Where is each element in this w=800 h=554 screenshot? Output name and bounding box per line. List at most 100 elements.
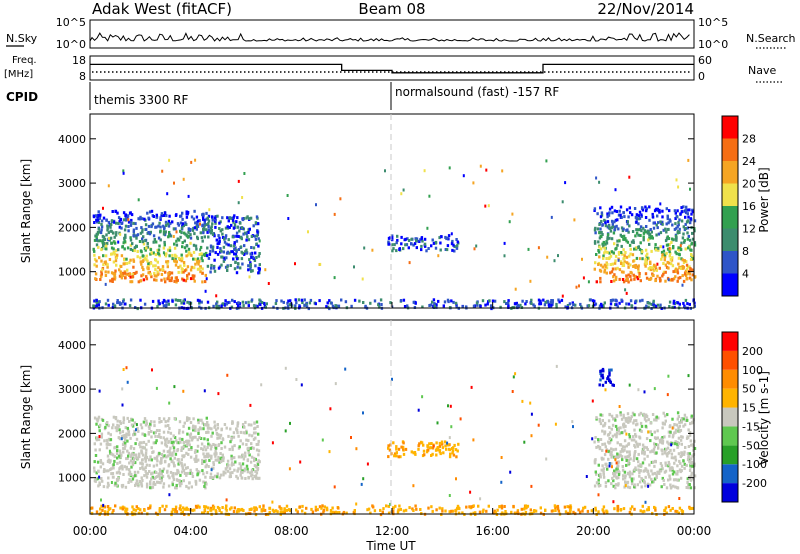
heatmap-cell [601, 413, 604, 417]
heatmap-cell [162, 455, 165, 459]
heatmap-cell [251, 468, 255, 472]
heatmap-cell [99, 213, 102, 217]
heatmap-cell [616, 243, 619, 247]
heatmap-cell [253, 456, 256, 460]
heatmap-cell [608, 211, 611, 215]
heatmap-cell [598, 446, 602, 450]
heatmap-cell [650, 433, 654, 437]
heatmap-cell [164, 254, 168, 258]
heatmap-cell [174, 257, 177, 261]
heatmap-cell [130, 511, 134, 515]
heatmap-cell [137, 280, 140, 284]
heatmap-cell [607, 257, 611, 261]
heatmap-cell [184, 466, 188, 470]
heatmap-cell [256, 425, 259, 428]
heatmap-cell [608, 425, 611, 429]
heatmap-cell [607, 440, 610, 444]
heatmap-cell [202, 448, 205, 452]
heatmap-cell [122, 450, 125, 454]
heatmap-cell [631, 505, 634, 509]
heatmap-cell [100, 225, 104, 229]
heatmap-cell [104, 247, 107, 251]
heatmap-cell [181, 211, 184, 215]
heatmap-cell [295, 378, 298, 381]
heatmap-cell [97, 239, 100, 243]
heatmap-cell [619, 213, 622, 217]
heatmap-cell [651, 236, 654, 240]
heatmap-cell [172, 461, 175, 465]
heatmap-cell [651, 215, 655, 219]
heatmap-cell [218, 239, 221, 243]
heatmap-cell [602, 475, 606, 479]
heatmap-cell [605, 257, 608, 260]
heatmap-cell [387, 446, 390, 450]
heatmap-cell [154, 264, 157, 268]
heatmap-cell [192, 257, 195, 261]
heatmap-cell [654, 460, 657, 464]
heatmap-cell [212, 266, 216, 270]
heatmap-cell [686, 481, 689, 484]
heatmap-cell [203, 224, 206, 228]
heatmap-cell [115, 221, 118, 225]
heatmap-cell [593, 209, 596, 212]
heatmap-cell [168, 254, 171, 258]
heatmap-cell [139, 461, 142, 465]
heatmap-cell [664, 270, 667, 274]
heatmap-cell [139, 215, 142, 219]
heatmap-cell [658, 266, 661, 270]
heatmap-cell [662, 272, 665, 276]
heatmap-cell [419, 238, 422, 242]
heatmap-cell [99, 442, 103, 446]
heatmap-cell [654, 246, 657, 250]
heatmap-cell [692, 448, 695, 452]
heatmap-cell [192, 243, 196, 247]
heatmap-cell [114, 481, 117, 485]
heatmap-cell [132, 228, 136, 232]
heatmap-cell [339, 197, 342, 201]
heatmap-cell [206, 506, 210, 510]
heatmap-cell [402, 447, 405, 451]
heatmap-cell [154, 253, 158, 257]
heatmap-cell [153, 420, 156, 424]
heatmap-cell [190, 485, 193, 489]
heatmap-cell [684, 419, 688, 423]
heatmap-cell [99, 239, 102, 243]
heatmap-cell [677, 262, 680, 266]
heatmap-cell [211, 218, 214, 222]
heatmap-cell [240, 250, 243, 254]
heatmap-cell [126, 272, 129, 276]
heatmap-cell [151, 222, 155, 226]
heatmap-cell [629, 263, 632, 267]
heatmap-cell [599, 206, 602, 210]
heatmap-cell [167, 276, 171, 280]
heatmap-cell [603, 423, 606, 427]
heatmap-cell [498, 505, 501, 509]
heatmap-cell [199, 418, 202, 422]
heatmap-cell [160, 453, 164, 456]
heatmap-cell [623, 470, 627, 474]
heatmap-cell [188, 439, 191, 443]
heatmap-cell [93, 253, 96, 257]
heatmap-cell [673, 227, 677, 231]
heatmap-cell [192, 435, 195, 439]
heatmap-cell [253, 421, 256, 425]
heatmap-cell [206, 445, 209, 449]
heatmap-cell [600, 211, 604, 215]
heatmap-cell [184, 221, 187, 225]
heatmap-cell [646, 252, 649, 256]
heatmap-cell [111, 472, 115, 475]
heatmap-cell [606, 237, 609, 241]
heatmap-cell [98, 256, 101, 260]
heatmap-cell [111, 210, 114, 213]
heatmap-cell [686, 458, 690, 462]
heatmap-cell [624, 251, 627, 254]
heatmap-cell [691, 273, 694, 277]
heatmap-cell [168, 214, 171, 218]
heatmap-cell [568, 509, 572, 513]
heatmap-cell [180, 463, 184, 467]
heatmap-cell [453, 443, 456, 447]
heatmap-cell [648, 233, 651, 237]
heatmap-cell [203, 460, 206, 464]
heatmap-cell [137, 511, 141, 515]
heatmap-cell [123, 236, 126, 240]
